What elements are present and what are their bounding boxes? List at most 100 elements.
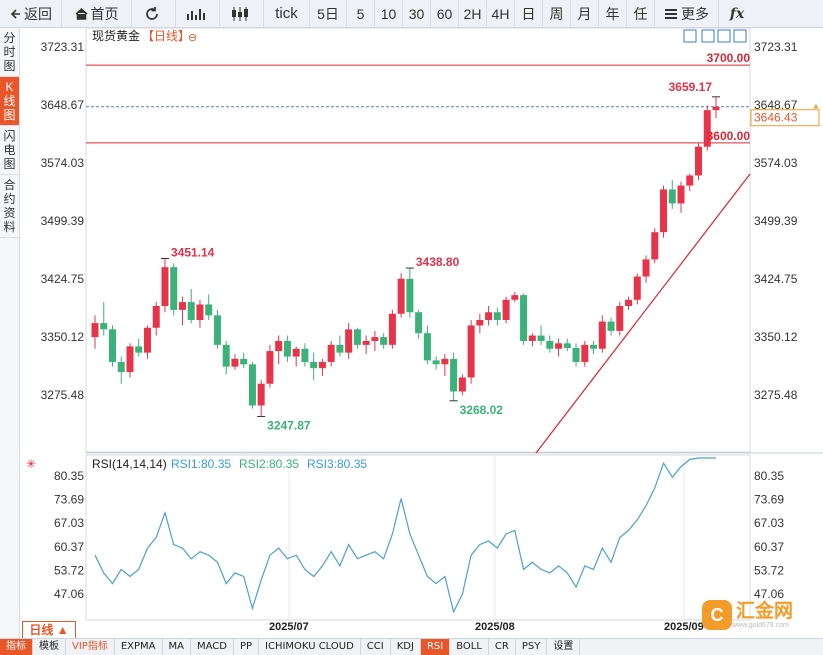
candle-body[interactable] — [625, 299, 633, 307]
candle-body[interactable] — [703, 110, 711, 147]
candle-body[interactable] — [292, 348, 300, 357]
tick-button[interactable]: tick — [264, 0, 310, 27]
candle-body[interactable] — [668, 189, 676, 204]
indicator-tab[interactable]: 模板 — [33, 639, 66, 655]
candle-body[interactable] — [590, 344, 598, 349]
period-5d[interactable]: 5日 — [310, 0, 347, 27]
candle-body[interactable] — [161, 267, 169, 307]
candle-body[interactable] — [651, 232, 659, 260]
candle-body[interactable] — [345, 329, 353, 353]
indicator-tab[interactable]: MA — [163, 639, 191, 655]
candle-body[interactable] — [476, 319, 484, 326]
candle-body[interactable] — [555, 343, 563, 349]
candle-body[interactable] — [686, 175, 694, 186]
candle-body[interactable] — [388, 313, 396, 345]
candle-body[interactable] — [467, 325, 475, 378]
candle-body[interactable] — [301, 348, 309, 362]
period-year[interactable]: 年 — [599, 0, 627, 27]
candle-body[interactable] — [310, 361, 318, 369]
indicator-tab[interactable]: BOLL — [450, 639, 489, 655]
candle-body[interactable] — [170, 267, 178, 310]
more-button[interactable]: 更多 — [655, 0, 719, 27]
period-2h[interactable]: 2H — [459, 0, 487, 27]
indicator-tab[interactable]: 设置 — [547, 639, 581, 655]
candle-body[interactable] — [117, 361, 125, 373]
candle-body[interactable] — [677, 185, 685, 204]
period-10m[interactable]: 10 — [375, 0, 403, 27]
candle-body[interactable] — [371, 337, 379, 341]
candle-body[interactable] — [432, 360, 440, 365]
candle-body[interactable] — [91, 323, 99, 338]
candle-body[interactable] — [441, 358, 449, 365]
candle-body[interactable] — [633, 276, 641, 300]
candle-body[interactable] — [318, 361, 326, 369]
indicator-tab[interactable]: VIP指标 — [66, 639, 115, 655]
candle-body[interactable] — [178, 302, 186, 310]
indicator-tab[interactable]: PP — [234, 639, 260, 655]
indicator-tab[interactable]: PSY — [516, 639, 548, 655]
candle-body[interactable] — [450, 358, 458, 392]
candle-body[interactable] — [415, 312, 423, 334]
tab-contract-info[interactable]: 合约资料 — [0, 175, 19, 238]
window-icon[interactable] — [701, 29, 715, 43]
candle-body[interactable] — [266, 351, 274, 384]
candle-body[interactable] — [712, 106, 720, 111]
indicator-tab[interactable]: 指标 — [0, 639, 33, 655]
candle-body[interactable] — [598, 321, 606, 349]
candle-body[interactable] — [143, 327, 151, 353]
candle-body[interactable] — [196, 304, 204, 320]
candle-body[interactable] — [126, 346, 134, 373]
candle-body[interactable] — [362, 340, 370, 345]
candle-body[interactable] — [493, 312, 501, 320]
period-60m[interactable]: 60 — [431, 0, 459, 27]
candle-body[interactable] — [607, 321, 615, 331]
tab-flash[interactable]: 闪电图 — [0, 126, 19, 175]
candle-body[interactable] — [205, 304, 213, 316]
candle-body[interactable] — [528, 335, 536, 341]
period-day[interactable]: 日 — [515, 0, 543, 27]
period-tab-daily[interactable]: 日线 ▲ — [22, 621, 76, 639]
candle-body[interactable] — [213, 315, 221, 345]
indicator-tab[interactable]: EXPMA — [115, 639, 163, 655]
candle-body[interactable] — [511, 295, 519, 300]
candle-body[interactable] — [423, 333, 431, 361]
back-button[interactable]: 返回 — [0, 0, 62, 27]
candle-body[interactable] — [152, 306, 160, 328]
candle-body[interactable] — [231, 358, 239, 367]
tab-timeshare[interactable]: 分时图 — [0, 28, 19, 77]
candle-body[interactable] — [572, 347, 580, 362]
candle-body[interactable] — [546, 340, 554, 349]
candle-body[interactable] — [537, 335, 545, 341]
indicator-tab[interactable]: RSI — [420, 639, 451, 655]
period-30m[interactable]: 30 — [403, 0, 431, 27]
candle-body[interactable] — [240, 358, 248, 365]
candle-body[interactable] — [100, 323, 108, 330]
tab-kline[interactable]: K线图 — [0, 77, 19, 126]
expand-icon[interactable] — [717, 29, 731, 43]
export-icon[interactable] — [733, 29, 747, 43]
indicator-tab[interactable]: ICHIMOKU CLOUD — [259, 639, 361, 655]
period-5m[interactable]: 5 — [347, 0, 375, 27]
candle-body[interactable] — [616, 306, 624, 331]
candle-body[interactable] — [406, 278, 414, 313]
candle-body[interactable] — [353, 329, 361, 345]
indicator-tab[interactable]: CR — [489, 639, 516, 655]
candle-body[interactable] — [520, 295, 528, 341]
candle-body[interactable] — [485, 312, 493, 320]
indicator-tab[interactable]: KDJ — [391, 639, 421, 655]
candle-body[interactable] — [327, 344, 335, 362]
candle-body[interactable] — [458, 377, 466, 392]
candle-body[interactable] — [642, 259, 650, 277]
candle-body[interactable] — [563, 343, 571, 348]
period-custom[interactable]: 任 — [627, 0, 655, 27]
candle-body[interactable] — [397, 278, 405, 314]
candle-body[interactable] — [275, 340, 283, 352]
candle-body[interactable] — [660, 189, 668, 233]
trend-line[interactable] — [535, 173, 751, 454]
candle-body[interactable] — [502, 299, 510, 320]
candle-body[interactable] — [257, 383, 265, 406]
refresh-button[interactable] — [132, 0, 176, 27]
period-week[interactable]: 周 — [543, 0, 571, 27]
period-month[interactable]: 月 — [571, 0, 599, 27]
